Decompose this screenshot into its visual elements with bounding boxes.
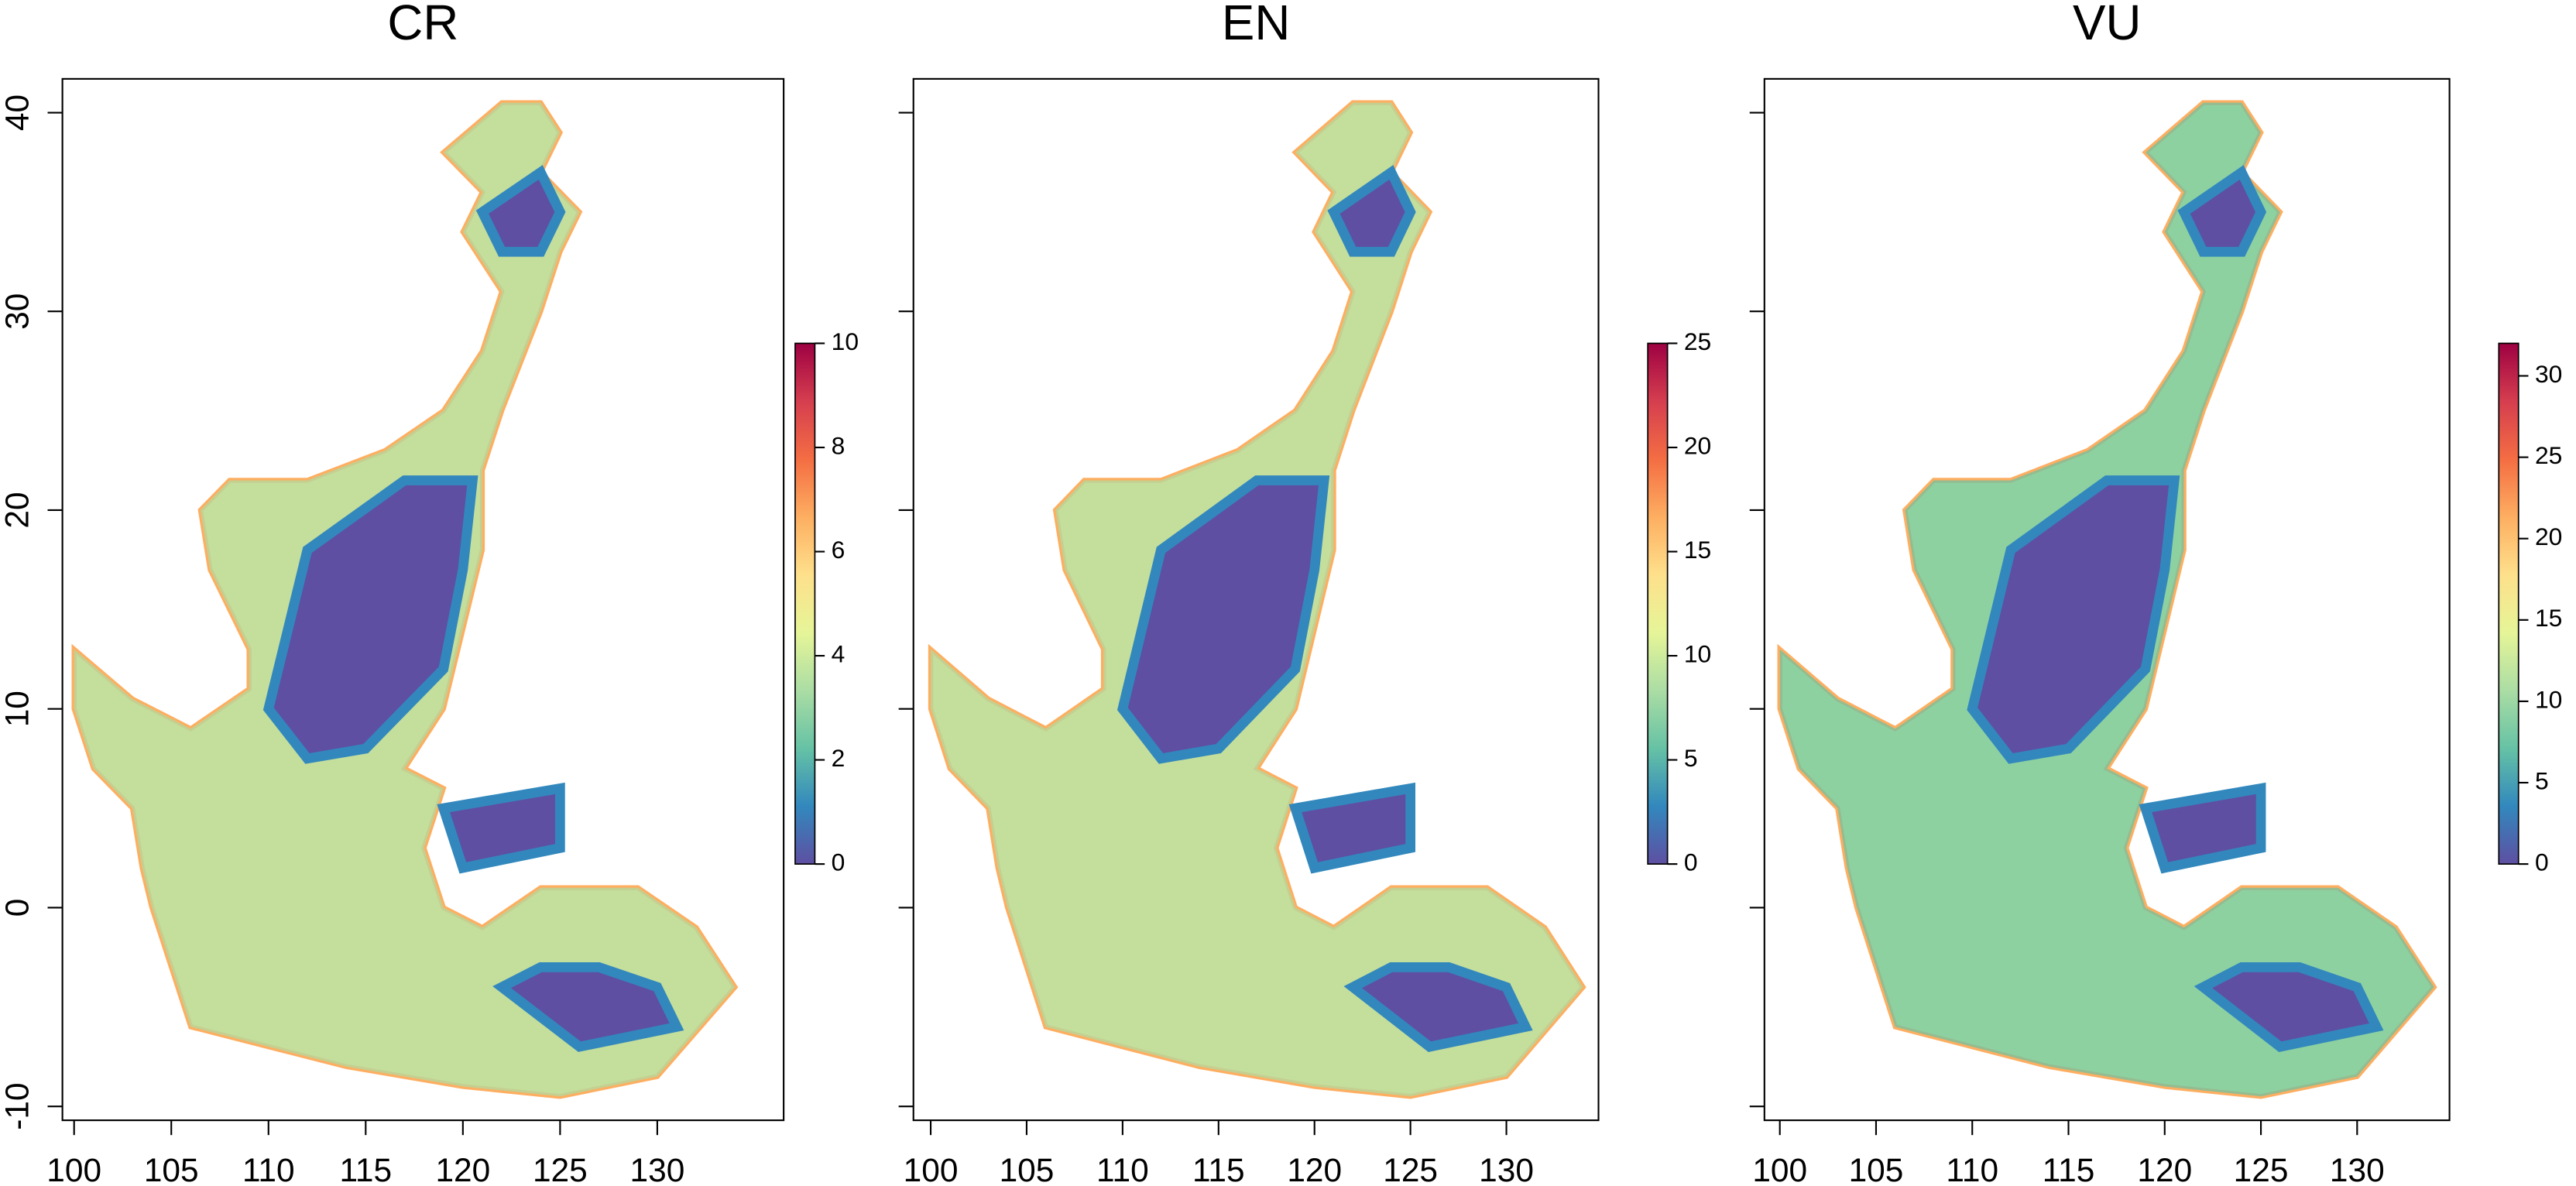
x-tick-label: 100 <box>1752 1152 1807 1186</box>
panel: CR 100 105 110 115 120 125 130 -10 0 10 20 30 40 0 2 4 6 8… <box>0 0 859 1186</box>
y-tick-label: 10 <box>0 691 36 727</box>
plot-frame <box>1763 77 2451 1122</box>
y-tick-label: 40 <box>0 94 36 131</box>
panel-title: EN <box>1222 0 1290 50</box>
x-tick-label: 115 <box>1192 1152 1245 1186</box>
map <box>928 100 1586 1099</box>
x-tick-label: 115 <box>339 1152 392 1186</box>
x-tick-label: 125 <box>1383 1152 1438 1186</box>
deep-basin <box>1116 475 1330 764</box>
x-tick-label: 105 <box>1849 1152 1904 1186</box>
colorbar-tick-label: 25 <box>2535 441 2562 469</box>
deep-basin <box>2194 962 2384 1052</box>
colorbar-tick-label: 20 <box>2535 523 2562 550</box>
deep-basin <box>2139 782 2266 874</box>
x-tick-label: 105 <box>144 1152 199 1186</box>
x-tick-label: 100 <box>46 1152 101 1186</box>
colorbar-tick-label: 25 <box>1684 327 1711 355</box>
x-tick-label: 130 <box>2330 1152 2385 1186</box>
x-tick-label: 125 <box>533 1152 588 1186</box>
deep-basin <box>262 475 478 764</box>
colorbar-tick-label: 0 <box>1684 848 1698 876</box>
x-tick-label: 130 <box>1479 1152 1534 1186</box>
deep-basin <box>1343 962 1533 1052</box>
colorbar-tick-label: 0 <box>832 848 846 876</box>
colorbar-tick-label: 10 <box>1684 639 1711 667</box>
plot-frame <box>61 77 785 1122</box>
plot-frame <box>912 77 1600 1122</box>
deep-basin <box>2177 165 2267 257</box>
y-tick-label: -10 <box>0 1082 36 1129</box>
colorbar-tick-label: 5 <box>1684 744 1698 772</box>
colorbar-tick-label: 5 <box>2535 766 2549 794</box>
x-tick-label: 110 <box>1946 1152 1998 1186</box>
x-tick-label: 105 <box>1000 1152 1055 1186</box>
y-tick-label: 20 <box>0 492 36 528</box>
colorbar-tick-label: 15 <box>1684 536 1711 564</box>
deep-basin <box>1967 475 2180 764</box>
y-tick-label: 30 <box>0 293 36 330</box>
x-tick-label: 120 <box>435 1152 490 1186</box>
map <box>1777 100 2437 1099</box>
x-tick-label: 110 <box>1096 1152 1149 1186</box>
x-tick-label: 125 <box>2234 1152 2289 1186</box>
colorbar <box>2498 342 2519 865</box>
colorbar-tick-label: 6 <box>832 536 846 564</box>
deep-basin <box>1327 165 1416 257</box>
x-tick-label: 130 <box>630 1152 685 1186</box>
panel: EN 100 105 110 115 120 125 130 0 5 10 15 20 25 <box>898 0 1711 1186</box>
colorbar-tick-label: 10 <box>832 327 859 355</box>
deep-basin <box>1288 782 1416 874</box>
colorbar-tick-label: 30 <box>2535 360 2562 388</box>
map <box>71 100 739 1099</box>
y-tick-label: 0 <box>0 899 36 917</box>
colorbar-tick-label: 0 <box>2535 848 2549 876</box>
colorbar <box>794 342 816 865</box>
x-tick-label: 120 <box>2137 1152 2192 1186</box>
colorbar-tick-label: 2 <box>832 744 846 772</box>
colorbar-tick-label: 4 <box>832 639 846 667</box>
deep-basin <box>492 962 684 1052</box>
x-tick-label: 110 <box>242 1152 295 1186</box>
deep-basin <box>437 782 565 874</box>
x-tick-label: 120 <box>1287 1152 1342 1186</box>
x-tick-label: 100 <box>904 1152 959 1186</box>
panel-title: CR <box>387 0 458 50</box>
panel: VU 100 105 110 115 120 125 130 0 5 10 15 20 25 30 <box>1749 0 2562 1186</box>
panel-title: VU <box>2073 0 2141 50</box>
colorbar-tick-label: 15 <box>2535 604 2562 632</box>
colorbar-tick-label: 8 <box>832 431 846 459</box>
deep-basin <box>475 165 566 257</box>
x-tick-label: 115 <box>2043 1152 2095 1186</box>
colorbar-tick-label: 20 <box>1684 431 1711 459</box>
colorbar <box>1647 342 1669 865</box>
colorbar-tick-label: 10 <box>2535 685 2562 713</box>
